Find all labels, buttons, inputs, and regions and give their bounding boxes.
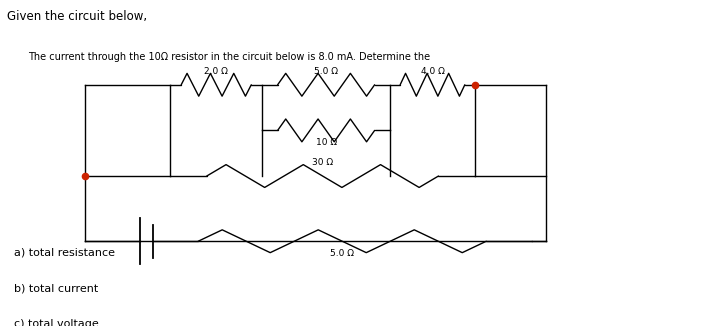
Text: 4.0 Ω: 4.0 Ω: [420, 67, 445, 76]
Text: c) total voltage: c) total voltage: [14, 319, 99, 326]
Text: 10 Ω: 10 Ω: [316, 138, 337, 147]
Text: Given the circuit below,: Given the circuit below,: [7, 10, 147, 23]
Text: 5.0 Ω: 5.0 Ω: [330, 249, 354, 258]
Text: 30 Ω: 30 Ω: [312, 158, 333, 167]
Text: 2.0 Ω: 2.0 Ω: [204, 67, 228, 76]
Text: b) total current: b) total current: [14, 284, 99, 294]
Text: The current through the 10Ω resistor in the circuit below is 8.0 mA. Determine t: The current through the 10Ω resistor in …: [28, 52, 430, 62]
Text: 5.0 Ω: 5.0 Ω: [314, 67, 338, 76]
Text: a) total resistance: a) total resistance: [14, 248, 115, 258]
